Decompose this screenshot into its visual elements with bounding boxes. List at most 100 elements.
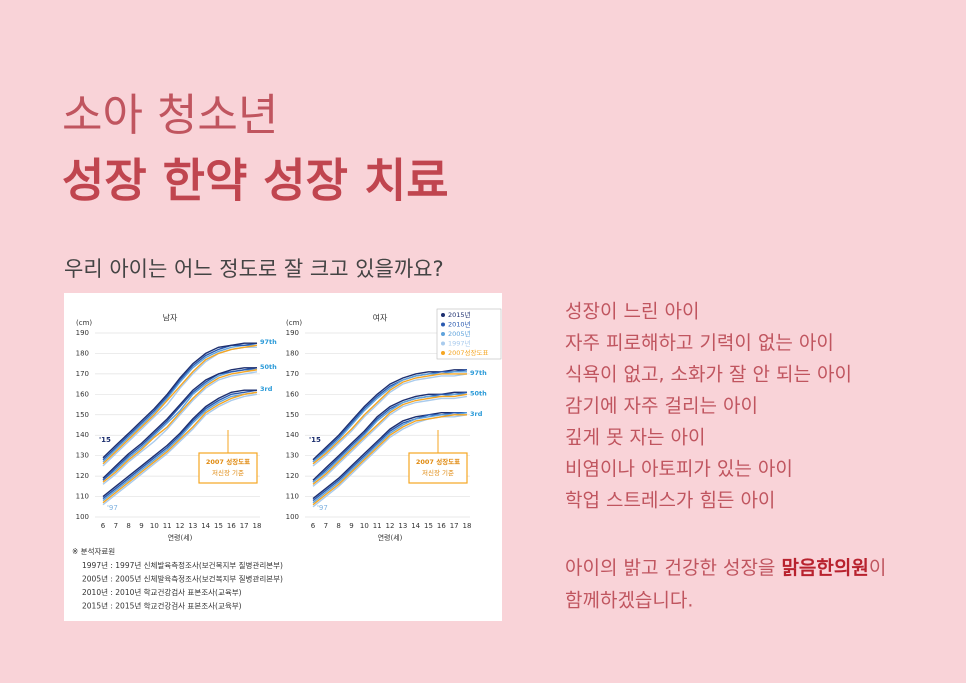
symptom: 자주 피로해하고 기력이 없는 아이 bbox=[565, 332, 834, 354]
note-line: 2015년 : 2015년 학교건강검사 표본조사(교육부) bbox=[82, 601, 242, 611]
growth-curve bbox=[312, 391, 468, 483]
x-tick-label: 13 bbox=[188, 522, 197, 530]
growth-curve bbox=[102, 344, 258, 465]
legend-swatch bbox=[441, 313, 445, 317]
x-axis-label: 연령(세) bbox=[378, 533, 403, 542]
legend-label: 2015년 bbox=[448, 310, 471, 319]
annotation: '15 bbox=[309, 436, 321, 444]
x-tick-label: 18 bbox=[463, 522, 472, 530]
callout-text: 2007 성장도표 bbox=[416, 457, 460, 466]
x-tick-label: 11 bbox=[373, 522, 382, 530]
growth-curve bbox=[312, 414, 467, 506]
curve-label: 97th bbox=[260, 338, 277, 346]
callout-box bbox=[198, 452, 258, 484]
x-tick-label: 9 bbox=[139, 522, 143, 530]
y-tick-label: 190 bbox=[286, 329, 299, 337]
y-tick-label: 100 bbox=[286, 513, 299, 521]
y-tick-label: 140 bbox=[286, 431, 299, 439]
y-tick-label: 160 bbox=[286, 390, 299, 398]
x-tick-label: 12 bbox=[176, 522, 185, 530]
note-line: 2010년 : 2010년 학교건강검사 표본조사(교육부) bbox=[82, 587, 242, 597]
title-light: 소아 청소년 bbox=[62, 90, 278, 141]
x-tick-label: 10 bbox=[360, 522, 369, 530]
closing-line: 함께하겠습니다. bbox=[565, 590, 693, 612]
x-tick-label: 13 bbox=[398, 522, 407, 530]
growth-curve bbox=[102, 389, 258, 500]
legend-swatch bbox=[441, 332, 445, 336]
curve-label: 3rd bbox=[470, 410, 483, 418]
legend-label: 1997년 bbox=[448, 339, 471, 348]
y-tick-label: 180 bbox=[286, 349, 299, 357]
y-tick-label: 130 bbox=[286, 452, 299, 460]
x-tick-label: 17 bbox=[240, 522, 249, 530]
x-tick-label: 12 bbox=[386, 522, 395, 530]
growth-curve bbox=[312, 412, 467, 500]
clinic-name: 맑음한의원 bbox=[781, 557, 868, 579]
legend-box bbox=[436, 308, 502, 360]
y-tick-label: 110 bbox=[76, 493, 89, 501]
closing: 아이의 밝고 건강한 성장을 맑음한의원이 bbox=[565, 557, 886, 579]
symptom: 비염이나 아토피가 있는 아이 bbox=[565, 458, 793, 480]
growth-curve bbox=[102, 344, 257, 463]
y-tick-label: 190 bbox=[76, 329, 89, 337]
growth-curve bbox=[102, 369, 258, 483]
x-tick-label: 6 bbox=[311, 522, 316, 530]
question: 우리 아이는 어느 정도로 잘 크고 있을까요? bbox=[64, 257, 444, 281]
symptom: 감기에 자주 걸리는 아이 bbox=[565, 395, 758, 417]
annotation: '97 bbox=[317, 504, 328, 512]
growth-curve bbox=[312, 395, 468, 487]
y-unit: (cm) bbox=[286, 319, 302, 327]
y-tick-label: 150 bbox=[286, 411, 299, 419]
y-tick-label: 130 bbox=[76, 452, 89, 460]
x-tick-label: 14 bbox=[201, 522, 210, 530]
x-tick-label: 14 bbox=[411, 522, 420, 530]
x-tick-label: 10 bbox=[150, 522, 159, 530]
curve-label: 3rd bbox=[260, 385, 273, 393]
growth-curve bbox=[102, 371, 258, 485]
x-tick-label: 6 bbox=[101, 522, 106, 530]
x-tick-label: 16 bbox=[227, 522, 236, 530]
x-tick-label: 15 bbox=[214, 522, 223, 530]
growth-curve bbox=[312, 393, 468, 485]
growth-curve bbox=[102, 367, 258, 481]
y-tick-label: 140 bbox=[76, 431, 89, 439]
growth-curve bbox=[102, 391, 258, 504]
annotation: '97 bbox=[107, 504, 118, 512]
growth-curve bbox=[312, 373, 468, 467]
annotation: '15 bbox=[99, 436, 111, 444]
x-tick-label: 7 bbox=[324, 522, 328, 530]
y-tick-label: 170 bbox=[76, 370, 89, 378]
callout-text: 2007 성장도표 bbox=[206, 457, 250, 466]
legend-label: 2010년 bbox=[448, 320, 471, 329]
symptom: 성장이 느린 아이 bbox=[565, 301, 699, 323]
x-tick-label: 18 bbox=[253, 522, 262, 530]
growth-curve bbox=[312, 373, 467, 465]
curve-label: 50th bbox=[470, 389, 487, 397]
growth-curve bbox=[102, 342, 257, 459]
symptom: 식욕이 없고, 소화가 잘 안 되는 아이 bbox=[565, 364, 852, 386]
x-tick-label: 9 bbox=[349, 522, 353, 530]
x-tick-label: 11 bbox=[163, 522, 172, 530]
x-tick-label: 15 bbox=[424, 522, 433, 530]
y-tick-label: 120 bbox=[76, 472, 89, 480]
notes-title: ※ 분석자료원 bbox=[72, 546, 115, 556]
chart-title: 여자 bbox=[373, 313, 388, 323]
growth-curve bbox=[102, 391, 258, 502]
callout-text: 저신장 기준 bbox=[212, 468, 244, 477]
curve-label: 50th bbox=[260, 363, 277, 371]
closing-text: 이 bbox=[869, 557, 886, 579]
y-tick-label: 100 bbox=[76, 513, 89, 521]
note-line: 2005년 : 2005년 신체발육측정조사(보건복지부 질병관리본부) bbox=[82, 574, 283, 584]
x-tick-label: 16 bbox=[437, 522, 446, 530]
growth-curve bbox=[102, 393, 258, 506]
y-tick-label: 110 bbox=[286, 493, 299, 501]
y-tick-label: 160 bbox=[76, 390, 89, 398]
note-line: 1997년 : 1997년 신체발육측정조사(보건복지부 질병관리본부) bbox=[82, 560, 283, 570]
growth-curve bbox=[102, 367, 257, 479]
x-tick-label: 7 bbox=[114, 522, 118, 530]
symptom: 깊게 못 자는 아이 bbox=[565, 427, 705, 449]
growth-curve bbox=[312, 412, 468, 504]
legend-label: 2007성장도표 bbox=[448, 348, 488, 357]
